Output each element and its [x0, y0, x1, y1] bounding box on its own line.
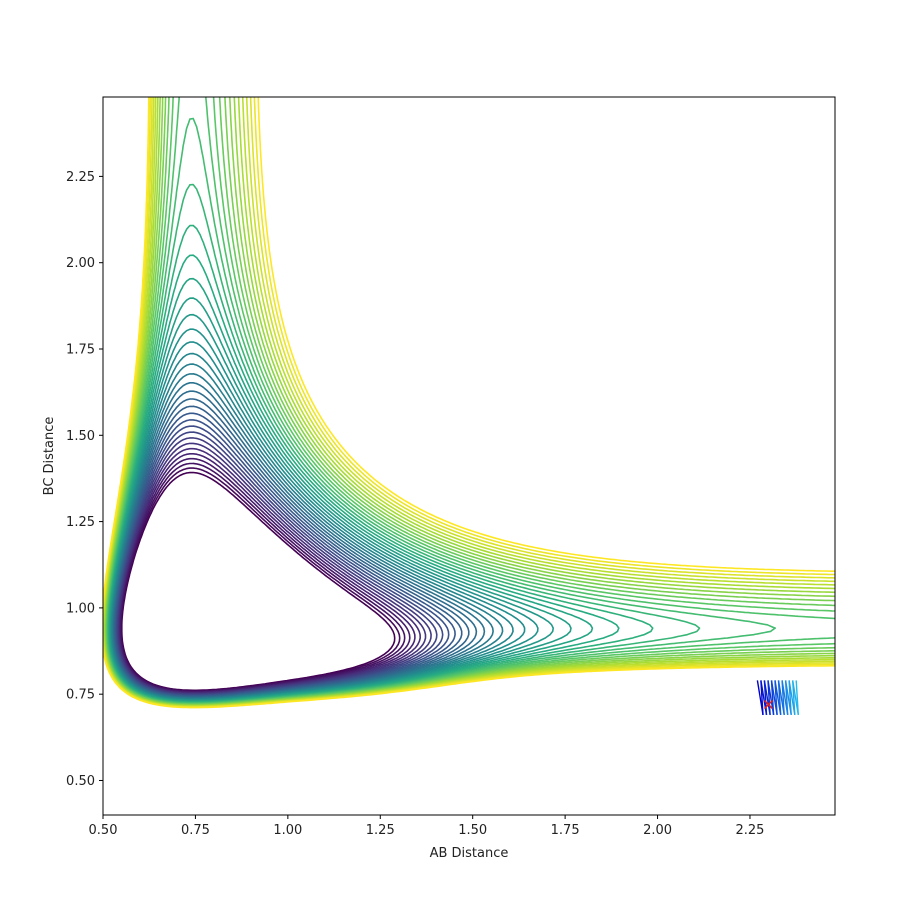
y-tick-label: 0.50 [66, 774, 95, 789]
contour-lines [103, 97, 835, 709]
contour-level [103, 97, 835, 709]
y-tick-label: 2.25 [66, 170, 95, 185]
x-tick-label: 2.00 [643, 823, 672, 838]
contour-level [106, 117, 776, 704]
contour-level [103, 97, 835, 707]
y-tick-label: 2.00 [66, 256, 95, 271]
contour-level [103, 97, 835, 708]
contour-level [103, 97, 835, 708]
y-tick-label: 0.75 [66, 688, 95, 703]
trajectory-start-marker [763, 700, 773, 710]
x-axis-label: AB Distance [430, 846, 509, 861]
contour-level [108, 297, 572, 702]
y-axis-label: BC Distance [42, 417, 57, 496]
contour-level [108, 313, 554, 702]
x-tick-label: 1.50 [458, 823, 487, 838]
x-tick-label: 0.50 [89, 823, 118, 838]
x-axis: 0.50 0.75 1.00 1.25 1.50 1.75 2.00 2.25 [89, 815, 764, 838]
plot-frame [102, 96, 836, 816]
x-tick-label: 1.25 [366, 823, 395, 838]
trajectory [756, 680, 799, 716]
y-tick-label: 1.00 [66, 601, 95, 616]
y-axis: 0.50 0.75 1.00 1.25 1.50 1.75 2.00 2.25 [66, 170, 103, 789]
trajectory-segment [795, 680, 799, 715]
y-tick-label: 1.25 [66, 515, 95, 530]
contour-level [103, 97, 835, 709]
contour-level [109, 328, 539, 702]
x-tick-label: 1.75 [551, 823, 580, 838]
y-tick-label: 1.50 [66, 429, 95, 444]
contour-level [103, 97, 835, 707]
x-tick-label: 2.25 [735, 823, 764, 838]
x-tick-label: 1.00 [273, 823, 302, 838]
y-tick-label: 1.75 [66, 342, 95, 357]
x-tick-label: 0.75 [181, 823, 210, 838]
